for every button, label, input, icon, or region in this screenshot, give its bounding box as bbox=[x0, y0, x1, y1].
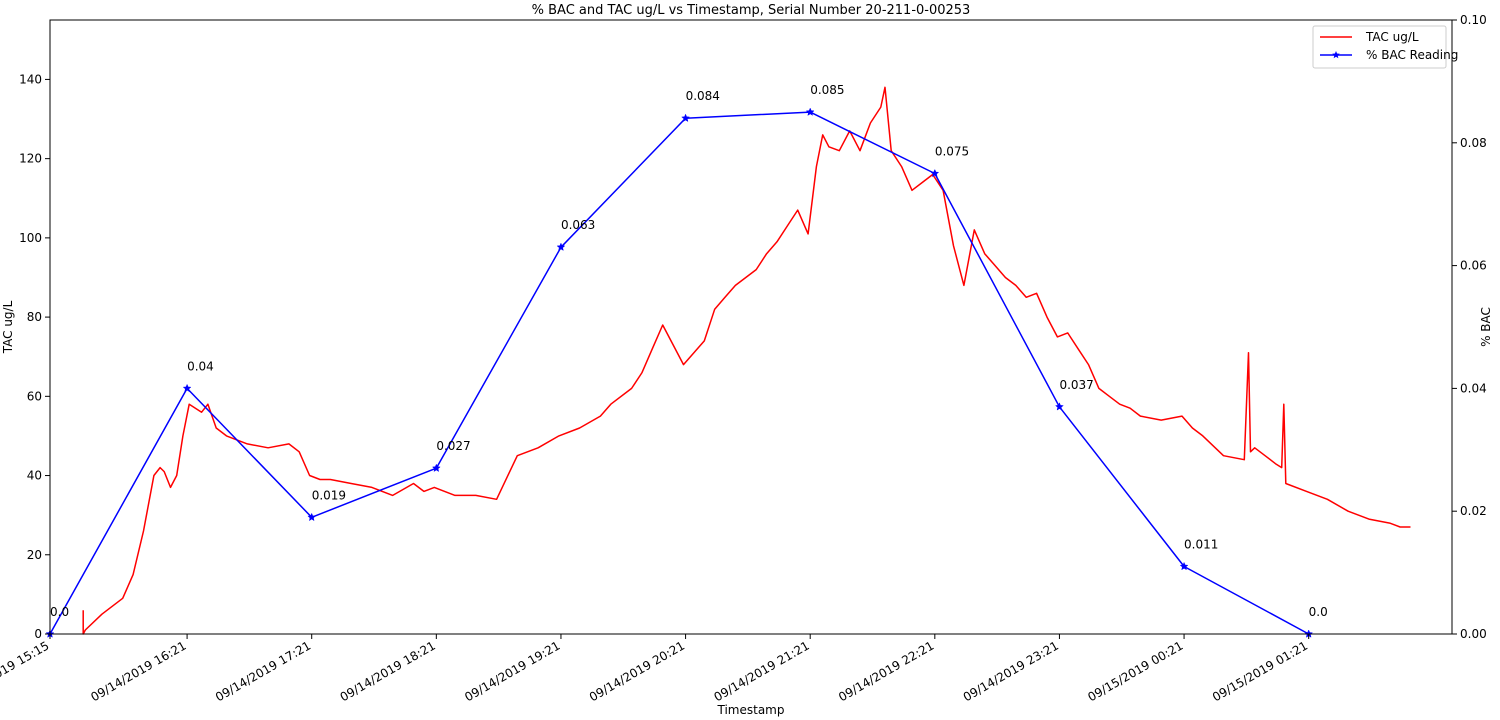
right-y-tick-label: 0.08 bbox=[1460, 136, 1487, 150]
bac-point bbox=[681, 113, 690, 123]
right-y-tick-label: 0.00 bbox=[1460, 627, 1487, 641]
bac-data-label: 0.085 bbox=[810, 83, 844, 97]
left-y-axis-label: TAC ug/L bbox=[1, 300, 15, 354]
bac-point bbox=[805, 107, 815, 116]
right-y-axis-label: % BAC bbox=[1479, 307, 1493, 347]
bac-point bbox=[930, 168, 940, 178]
tac-line bbox=[82, 86, 1411, 635]
left-y-tick-label: 0 bbox=[34, 627, 42, 641]
right-y-tick-label: 0.06 bbox=[1460, 259, 1487, 273]
bac-data-label: 0.0 bbox=[50, 605, 69, 619]
bac-data-label: 0.063 bbox=[561, 218, 595, 232]
legend-marker-bac bbox=[1332, 51, 1340, 59]
right-y-tick-label: 0.04 bbox=[1460, 381, 1487, 395]
left-y-axis: 0 20 40 60 80 100 120 140 bbox=[19, 72, 50, 641]
left-y-tick-label: 60 bbox=[27, 389, 42, 403]
bac-data-label: 0.0 bbox=[1309, 605, 1328, 619]
right-y-tick-label: 0.02 bbox=[1460, 504, 1487, 518]
left-y-tick-label: 80 bbox=[27, 310, 42, 324]
bac-data-label: 0.084 bbox=[686, 89, 720, 103]
legend-label-bac: % BAC Reading bbox=[1366, 48, 1458, 62]
left-y-tick-label: 120 bbox=[19, 152, 42, 166]
left-y-tick-label: 20 bbox=[27, 548, 42, 562]
plot-frame bbox=[49, 19, 1453, 635]
bac-data-label: 0.037 bbox=[1059, 378, 1093, 392]
bac-data-labels: 0.0 0.04 0.019 0.027 0.063 0.084 0.085 0.075 0.0… bbox=[50, 83, 1328, 619]
bac-point bbox=[182, 383, 192, 393]
right-y-axis: 0.00 0.02 0.04 0.06 0.08 0.10 bbox=[1452, 13, 1487, 641]
left-y-tick-label: 40 bbox=[27, 469, 42, 483]
left-y-tick-label: 140 bbox=[19, 72, 42, 86]
right-y-tick-label: 0.10 bbox=[1460, 13, 1487, 27]
bac-point bbox=[431, 463, 441, 472]
bac-data-label: 0.011 bbox=[1184, 537, 1218, 551]
bac-data-label: 0.027 bbox=[436, 439, 470, 453]
left-y-tick-label: 100 bbox=[19, 231, 42, 245]
legend: TAC ug/L % BAC Reading bbox=[1312, 25, 1458, 69]
bac-point bbox=[556, 242, 566, 251]
bac-point bbox=[1055, 402, 1064, 411]
tac-series bbox=[82, 86, 1411, 635]
x-axis-label: Timestamp bbox=[717, 703, 785, 717]
bac-data-label: 0.04 bbox=[187, 359, 214, 373]
bac-point bbox=[307, 512, 317, 522]
bac-data-label: 0.019 bbox=[312, 488, 346, 502]
chart-title: % BAC and TAC ug/L vs Timestamp, Serial … bbox=[532, 3, 971, 18]
bac-series bbox=[45, 107, 1314, 638]
bac-point bbox=[1179, 561, 1189, 571]
legend-label-tac: TAC ug/L bbox=[1365, 30, 1419, 44]
bac-data-label: 0.075 bbox=[935, 145, 969, 159]
